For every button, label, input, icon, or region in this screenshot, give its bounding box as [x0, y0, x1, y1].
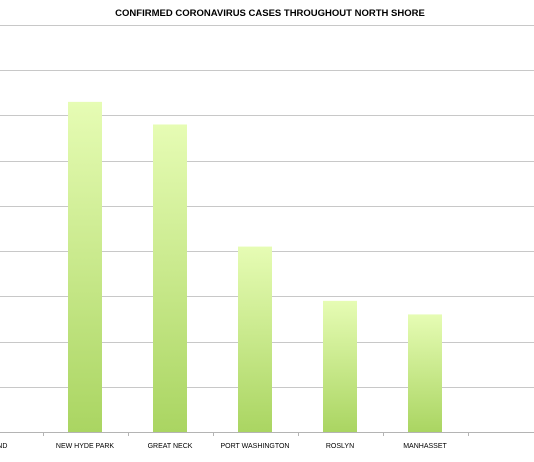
bar-port-washington — [238, 246, 272, 432]
category-labels: AND NEW HYDE PARK GREAT NECK PORT WASHINGTO… — [0, 443, 448, 450]
chart-title: CONFIRMED CORONAVIRUS CASES THROUGHOUT N… — [115, 8, 425, 19]
bar-new-hyde-park — [68, 101, 102, 432]
bars — [68, 101, 442, 432]
category-label-great-neck: GREAT NECK — [148, 443, 193, 450]
bar-manhasset — [408, 314, 442, 432]
bar-great-neck — [153, 124, 187, 432]
category-label-port-washington: PORT WASHINGTON — [221, 443, 290, 450]
category-label-roslyn: ROSLYN — [326, 443, 354, 450]
category-label-manhasset: MANHASSET — [403, 443, 447, 450]
bar-roslyn — [323, 300, 357, 432]
category-label-new-hyde-park: NEW HYDE PARK — [56, 443, 115, 450]
category-label-and: AND — [0, 443, 7, 450]
